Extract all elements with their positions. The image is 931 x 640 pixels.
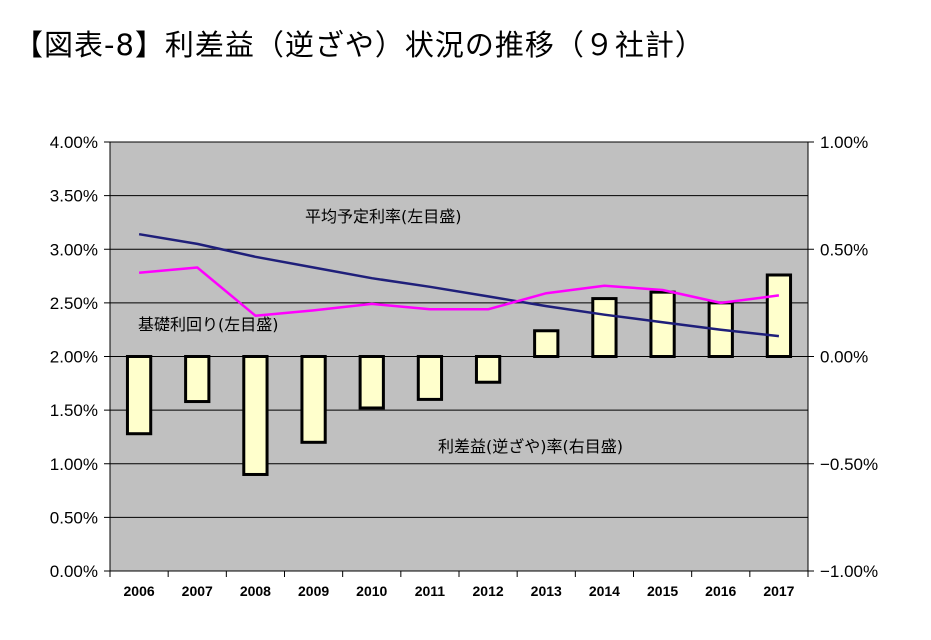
x-tick-label: 2011 xyxy=(415,583,446,599)
bar xyxy=(533,329,560,359)
x-tick-label: 2012 xyxy=(473,583,504,599)
bar xyxy=(358,355,385,410)
bar xyxy=(242,355,269,476)
series-line xyxy=(138,232,780,338)
x-tick-label: 2008 xyxy=(240,583,271,599)
x-tick-label: 2006 xyxy=(124,583,155,599)
bar xyxy=(416,355,444,401)
x-tick-label: 2010 xyxy=(356,583,387,599)
bar xyxy=(300,355,327,444)
right-tick-label: −0.50% xyxy=(820,455,878,474)
left-tick-label: 2.00% xyxy=(50,348,98,367)
x-tick-label: 2017 xyxy=(763,583,794,599)
left-tick-label: 0.50% xyxy=(50,508,98,527)
x-tick-label: 2013 xyxy=(531,583,562,599)
x-axis-ticks: 2006 2007 2008 2009 2010 2011 2012 2013 2014 2015… xyxy=(109,571,809,599)
line-series xyxy=(138,232,780,338)
series-annotation: 利差益(逆ざや)率(右目盛) xyxy=(438,437,623,456)
left-tick-label: 4.00% xyxy=(50,133,98,152)
x-tick-label: 2009 xyxy=(298,583,329,599)
bar xyxy=(765,273,793,358)
bar xyxy=(125,355,153,436)
right-tick-label: 0.00% xyxy=(820,348,868,367)
left-axis-ticks: 0.00% 0.50% 1.00% 1.50% 2.00% 2.50% 3.00% 3.50%… xyxy=(50,133,110,581)
x-tick-label: 2007 xyxy=(182,583,213,599)
left-tick-label: 3.00% xyxy=(50,240,98,259)
series-annotation: 基礎利回り(左目盛) xyxy=(138,315,279,334)
right-tick-label: 1.00% xyxy=(820,133,868,152)
series-annotations: 平均予定利率(左目盛) 基礎利回り(左目盛) 利差益(逆ざや)率(右目盛) xyxy=(138,207,623,456)
left-tick-label: 3.50% xyxy=(50,187,98,206)
x-tick-label: 2014 xyxy=(589,583,620,599)
left-tick-label: 2.50% xyxy=(50,294,98,313)
x-tick-label: 2015 xyxy=(647,583,678,599)
right-tick-label: −1.00% xyxy=(820,562,878,581)
bar xyxy=(184,355,211,404)
left-tick-label: 1.50% xyxy=(50,401,98,420)
series-annotation: 平均予定利率(左目盛) xyxy=(305,207,462,226)
left-tick-label: 0.00% xyxy=(50,562,98,581)
bar xyxy=(474,355,502,384)
series-line xyxy=(138,266,780,317)
chart-title: 【図表-8】利差益（逆ざや）状況の推移（９社計） xyxy=(14,28,705,62)
right-axis-ticks: −1.00% −0.50% 0.00% 0.50% 1.00% xyxy=(808,133,878,581)
right-tick-label: 0.50% xyxy=(820,240,868,259)
bar xyxy=(591,297,618,358)
left-tick-label: 1.00% xyxy=(50,455,98,474)
x-tick-label: 2016 xyxy=(705,583,736,599)
